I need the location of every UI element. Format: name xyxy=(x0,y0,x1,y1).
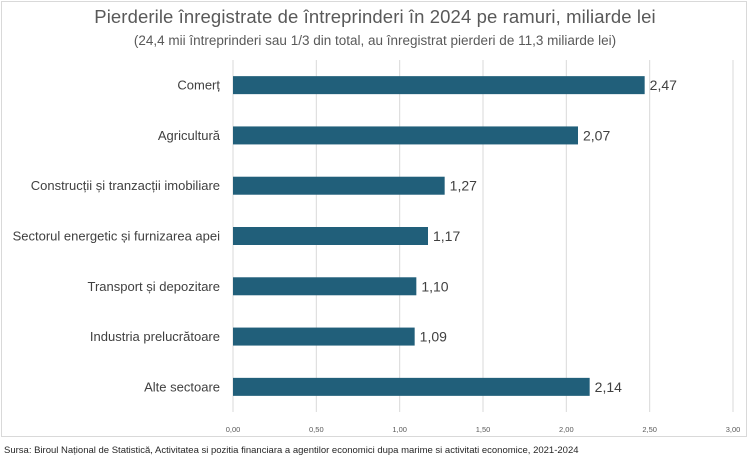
category-label: Comerț xyxy=(177,78,220,93)
value-label: 1,17 xyxy=(433,228,460,244)
value-label: 1,27 xyxy=(450,178,477,194)
x-tick-label: 2,50 xyxy=(642,425,657,434)
bar xyxy=(233,377,590,396)
x-tick-label: 1,50 xyxy=(476,425,491,434)
chart-frame xyxy=(1,1,747,437)
value-label: 2,07 xyxy=(583,127,610,143)
x-tick-label: 1,00 xyxy=(392,425,407,434)
category-label: Sectorul energetic și furnizarea apei xyxy=(13,229,221,244)
bar-chart: 0,00 0,50 1,00 1,50 2,00 2,50 3,00 Comerț 2,47 Ag… xyxy=(13,60,741,434)
chart-title: Pierderile înregistrate de întreprinderi… xyxy=(94,6,656,27)
value-label: 1,09 xyxy=(420,329,447,345)
chart-subtitle: (24,4 mii întreprinderi sau 1/3 din tota… xyxy=(133,33,617,48)
category-label: Alte sectoare xyxy=(144,379,220,394)
bar xyxy=(233,176,445,195)
x-tick-label: 2,00 xyxy=(559,425,574,434)
bar xyxy=(233,76,645,95)
source-note: Sursa: Biroul Național de Statistică, Ac… xyxy=(4,445,579,456)
bar xyxy=(233,227,428,245)
category-label: Construcții și tranzacții imobiliare xyxy=(31,178,220,193)
bar xyxy=(233,126,578,145)
x-tick-label: 3,00 xyxy=(726,425,741,434)
x-tick-label: 0,00 xyxy=(226,425,241,434)
value-label: 2,14 xyxy=(595,379,622,395)
category-label: Transport și depozitare xyxy=(88,279,220,294)
bar xyxy=(233,327,415,346)
value-label: 1,10 xyxy=(421,278,448,294)
bar xyxy=(233,277,417,296)
category-label: Industria prelucrătoare xyxy=(90,329,220,344)
value-label: 2,47 xyxy=(650,77,677,93)
category-label: Agricultură xyxy=(158,128,221,143)
x-tick-label: 0,50 xyxy=(309,425,324,434)
